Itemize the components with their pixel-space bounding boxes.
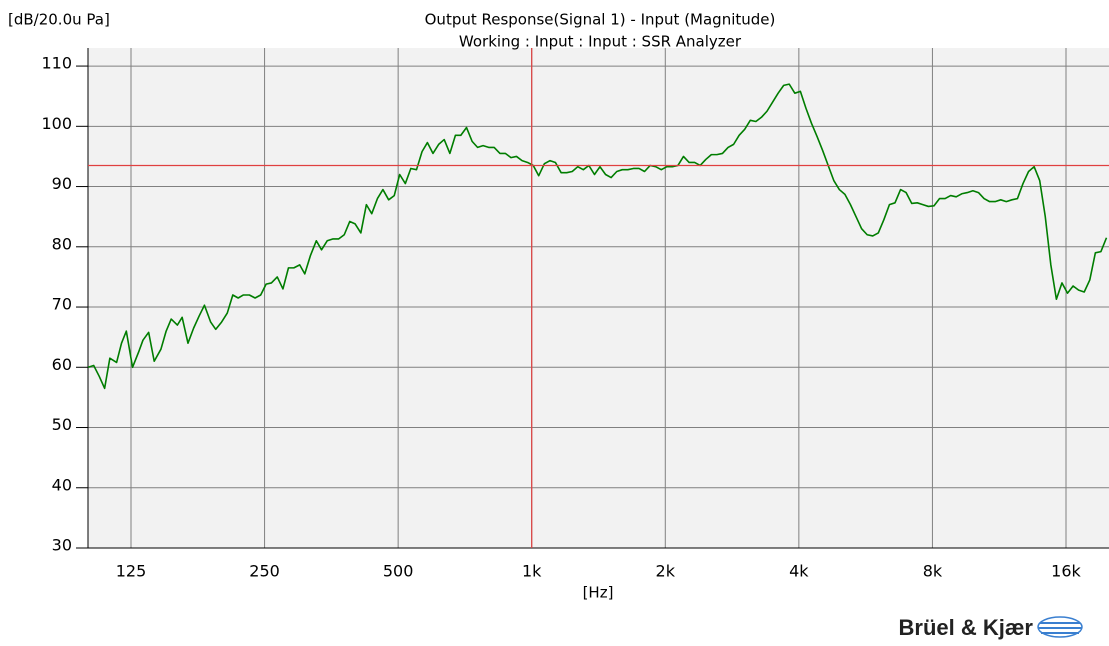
y-tick-label: 50 [52,415,72,434]
x-axis-label: [Hz] [583,584,614,602]
chart-title: Output Response(Signal 1) - Input (Magni… [425,11,776,29]
y-tick-label: 40 [52,475,72,494]
x-tick-label: 125 [116,562,147,581]
x-tick-label: 8k [923,562,943,581]
x-tick-label: 2k [656,562,676,581]
plot-area [88,48,1109,548]
y-tick-label: 90 [52,174,72,193]
x-tick-label: 16k [1051,562,1081,581]
y-tick-label: 30 [52,536,72,555]
brand-logo: Brüel & Kjær [899,615,1083,640]
y-tick-label: 80 [52,234,72,253]
response-line [88,83,1108,390]
y-tick-label: 100 [41,114,72,133]
y-tick-label: 110 [41,54,72,73]
brand-name: Brüel & Kjær [899,615,1034,640]
y-tick-label: 60 [52,355,72,374]
x-tick-label: 500 [383,562,414,581]
chart-subtitle: Working : Input : Input : SSR Analyzer [459,33,742,51]
x-tick-label: 4k [789,562,809,581]
y-axis-unit: [dB/20.0u Pa] [8,11,110,29]
y-tick-label: 70 [52,295,72,314]
x-tick-label: 250 [249,562,280,581]
x-tick-label: 1k [522,562,542,581]
plot-content [88,48,1109,548]
